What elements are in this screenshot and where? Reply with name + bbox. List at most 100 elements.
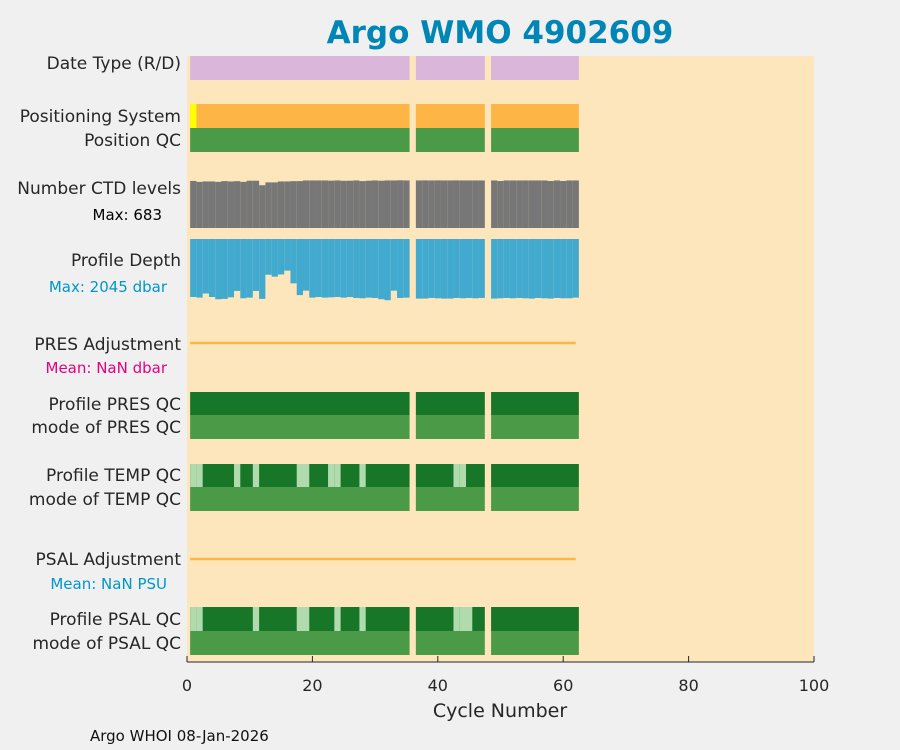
profile-depth-bar bbox=[378, 239, 385, 300]
ctd-level-bar bbox=[353, 180, 360, 228]
ctd-level-bar bbox=[541, 180, 548, 228]
ctd-level-bar bbox=[403, 180, 410, 228]
profile-depth-bar bbox=[208, 239, 216, 298]
ctd-level-bar bbox=[378, 180, 385, 228]
x-tick-label: 0 bbox=[182, 676, 192, 695]
ctd-level-bar bbox=[290, 181, 297, 228]
positioning-first-cycle bbox=[190, 104, 197, 128]
ctd-level-bar bbox=[478, 180, 485, 228]
row-label-mode-temp-qc: mode of TEMP QC bbox=[29, 490, 181, 510]
x-tick-label: 100 bbox=[799, 676, 830, 695]
mode-pres-qc-band bbox=[415, 415, 485, 439]
ctd-level-bar bbox=[472, 180, 479, 228]
ctd-level-bar bbox=[528, 180, 535, 228]
row-label-mode-psal-qc: mode of PSAL QC bbox=[32, 634, 181, 654]
profile-pres-qc-band bbox=[491, 392, 579, 415]
ctd-level-bar bbox=[296, 181, 303, 228]
ctd-level-bar bbox=[259, 185, 266, 228]
ctd-level-bar bbox=[547, 181, 554, 228]
pres-mean-label: Mean: NaN dbar bbox=[46, 359, 168, 377]
mode-psal-qc-band bbox=[190, 631, 410, 655]
ctd-level-bar bbox=[315, 180, 322, 228]
profile-depth-bar bbox=[221, 239, 228, 299]
profile-depth-bar bbox=[265, 239, 272, 275]
ctd-level-bar bbox=[384, 180, 391, 228]
ctd-level-bar bbox=[240, 181, 247, 228]
profile-depth-bar bbox=[259, 239, 266, 299]
ctd-level-bar bbox=[340, 180, 347, 228]
ctd-level-bar bbox=[466, 180, 473, 228]
date-type-band bbox=[415, 56, 485, 80]
footer-credit: Argo WHOI 08-Jan-2026 bbox=[90, 727, 269, 745]
row-label-profile-psal-qc: Profile PSAL QC bbox=[50, 610, 181, 630]
profile-depth-bar bbox=[566, 239, 573, 299]
profile-depth-bar bbox=[290, 239, 297, 284]
ctd-level-bar bbox=[271, 182, 278, 228]
profile-depth-bar bbox=[328, 239, 335, 298]
profile-depth-bar bbox=[534, 239, 542, 298]
profile-temp-qc-band bbox=[415, 464, 485, 487]
row-label-date-type: Date Type (R/D) bbox=[47, 54, 181, 74]
date-type-band bbox=[491, 56, 579, 80]
position-qc-band bbox=[491, 128, 579, 152]
ctd-level-bar bbox=[509, 180, 517, 228]
profile-depth-bar bbox=[340, 239, 347, 298]
row-label-position-qc: Position QC bbox=[84, 131, 181, 151]
ctd-level-bar bbox=[459, 180, 467, 228]
ctd-level-bar bbox=[328, 180, 335, 228]
profile-depth-bar bbox=[422, 239, 429, 299]
chart-title: Argo WMO 4902609 bbox=[327, 15, 674, 51]
profile-depth-bar bbox=[309, 239, 316, 298]
profile-depth-bar bbox=[359, 239, 366, 299]
profile-depth-bar bbox=[390, 239, 398, 291]
ctd-level-bar bbox=[422, 180, 429, 228]
ctd-level-bar bbox=[397, 180, 404, 228]
profile-depth-bar bbox=[528, 239, 535, 299]
mode-temp-qc-band bbox=[415, 487, 485, 511]
mode-pres-qc-band bbox=[491, 415, 579, 439]
profile-depth-bar bbox=[384, 239, 391, 301]
profile-psal-qc-band bbox=[491, 607, 579, 631]
row-label-ctd-levels: Number CTD levels bbox=[17, 179, 181, 199]
ctd-level-bar bbox=[190, 180, 197, 228]
profile-psal-qc-flag bbox=[466, 607, 473, 631]
profile-depth-bar bbox=[415, 239, 423, 299]
profile-pres-qc-band bbox=[415, 392, 485, 415]
profile-depth-bar bbox=[478, 239, 485, 298]
profile-temp-qc-flag bbox=[234, 464, 241, 487]
ctd-level-bar bbox=[371, 180, 379, 228]
profile-depth-bar bbox=[553, 239, 561, 298]
x-tick-label: 80 bbox=[678, 676, 698, 695]
profile-temp-qc-flag bbox=[328, 464, 335, 487]
row-label-positioning-system: Positioning System bbox=[20, 107, 181, 127]
profile-depth-bar bbox=[509, 239, 517, 299]
x-tick-label: 20 bbox=[302, 676, 322, 695]
ctd-level-bar bbox=[208, 181, 216, 228]
ctd-level-bar bbox=[534, 180, 542, 228]
profile-psal-qc-flag bbox=[459, 607, 467, 631]
profile-depth-bar bbox=[252, 239, 260, 291]
profile-temp-qc-band bbox=[491, 464, 579, 487]
profile-depth-bar bbox=[302, 239, 310, 291]
profile-psal-qc-band bbox=[415, 607, 485, 631]
ctd-level-bar bbox=[516, 180, 523, 228]
profile-depth-bar bbox=[522, 239, 529, 299]
ctd-level-bar bbox=[572, 180, 579, 228]
profile-depth-bar bbox=[447, 239, 454, 299]
profile-depth-bar bbox=[466, 239, 473, 298]
profile-psal-qc-flag bbox=[302, 607, 310, 631]
position-qc-band bbox=[415, 128, 485, 152]
ctd-level-bar bbox=[415, 180, 423, 228]
ctd-level-bar bbox=[440, 180, 448, 228]
profile-temp-qc-flag bbox=[334, 464, 341, 487]
profile-depth-bar bbox=[353, 239, 360, 298]
profile-depth-bar bbox=[459, 239, 467, 299]
profile-temp-qc-flag bbox=[190, 464, 197, 487]
profile-depth-bar bbox=[240, 239, 247, 299]
row-label-psal-adjustment: PSAL Adjustment bbox=[36, 550, 182, 570]
profile-depth-bar bbox=[365, 239, 372, 298]
profile-depth-bar bbox=[227, 239, 235, 298]
positioning-system-band bbox=[415, 104, 485, 128]
ctd-level-bar bbox=[227, 181, 235, 228]
